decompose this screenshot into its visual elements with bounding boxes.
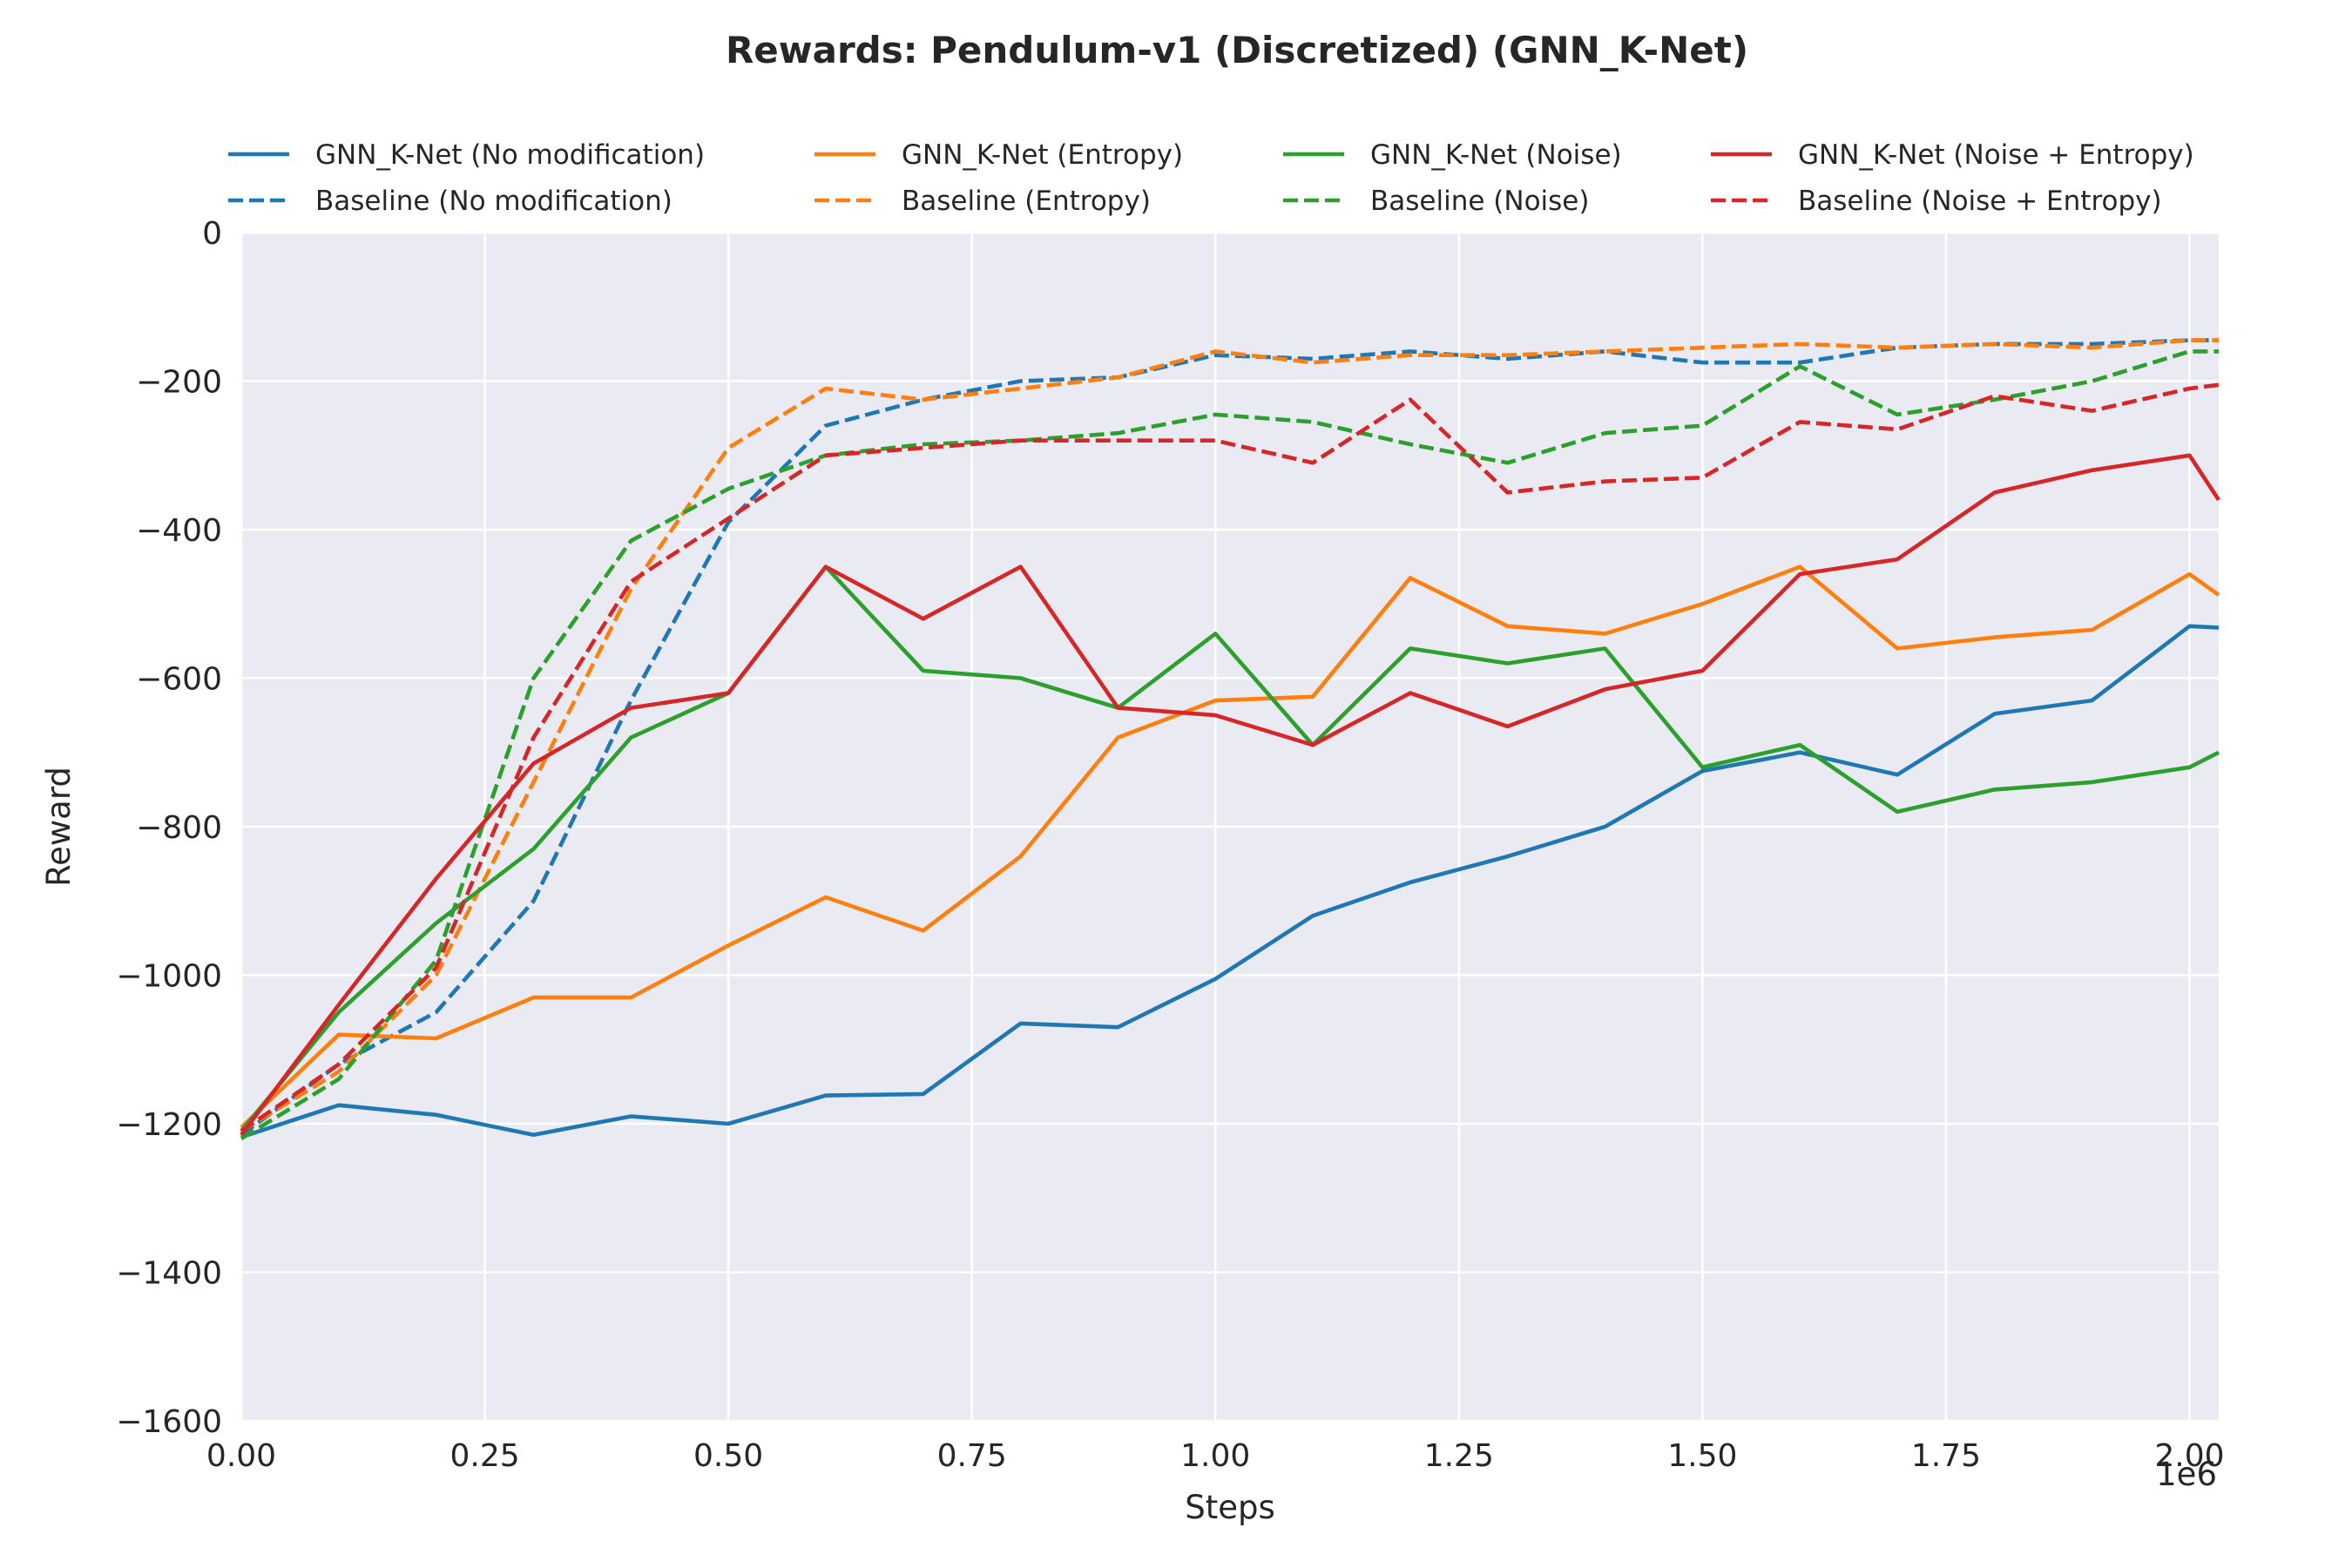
x-tick-label: 0.00 — [206, 1438, 276, 1474]
x-tick-label: 1.75 — [1911, 1438, 1981, 1474]
y-axis-label: Reward — [40, 767, 78, 887]
series-line-3 — [240, 338, 2219, 1133]
legend-entry: GNN_K-Net (No modification) — [315, 139, 705, 171]
chart-title: Rewards: Pendulum-v1 (Discretized) (GNN_… — [726, 29, 1748, 71]
x-axis-label: Steps — [1185, 1489, 1275, 1526]
x-tick-label: 2.00 — [2154, 1438, 2224, 1474]
series-line-0 — [240, 624, 2220, 1139]
series-line-6 — [240, 453, 2220, 1137]
series-line-5 — [240, 349, 2219, 1140]
y-tick-label: −1000 — [116, 959, 222, 995]
legend-entry: GNN_K-Net (Noise) — [1370, 139, 1622, 171]
x-tick-label: 1.25 — [1424, 1438, 1494, 1474]
y-tick-label: −200 — [136, 365, 222, 401]
y-tick-label: −800 — [136, 810, 222, 846]
legend: GNN_K-Net (No modification) GNN_K-Net (En… — [228, 139, 2194, 217]
grid-lines — [240, 231, 2219, 1423]
legend-entry: GNN_K-Net (Noise + Entropy) — [1798, 139, 2194, 171]
legend-entry: Baseline (No modification) — [315, 186, 672, 217]
x-tick-label: 0.50 — [693, 1438, 763, 1474]
series-line-4 — [240, 564, 2220, 1132]
legend-entry: Baseline (Noise) — [1370, 186, 1589, 217]
x-tick-label: 0.25 — [449, 1438, 519, 1474]
y-tick-label: 0 — [202, 216, 222, 252]
series-lines — [240, 338, 2220, 1140]
x-tick-labels: 0.00 0.25 0.50 0.75 1.00 1.25 1.50 1.75 2.00 — [206, 1438, 2225, 1474]
y-tick-label: −1600 — [116, 1404, 222, 1440]
series-line-2 — [240, 564, 2220, 1129]
legend-entry: GNN_K-Net (Entropy) — [902, 139, 1183, 171]
legend-entry: Baseline (Noise + Entropy) — [1798, 186, 2162, 217]
y-tick-label: −1200 — [116, 1107, 222, 1143]
series-line-7 — [240, 382, 2220, 1133]
y-tick-labels: 0 −200 −400 −600 −800 −1000 −1200 −1400 −1600 — [116, 216, 222, 1440]
x-tick-label: 1.50 — [1667, 1438, 1737, 1474]
y-tick-label: −1400 — [116, 1256, 222, 1292]
legend-entry: Baseline (Entropy) — [902, 186, 1151, 217]
x-tick-label: 0.75 — [937, 1438, 1007, 1474]
y-tick-label: −600 — [136, 662, 222, 698]
y-tick-label: −400 — [136, 513, 222, 549]
x-offset-label: 1e6 — [2156, 1456, 2217, 1493]
x-tick-label: 1.00 — [1180, 1438, 1250, 1474]
